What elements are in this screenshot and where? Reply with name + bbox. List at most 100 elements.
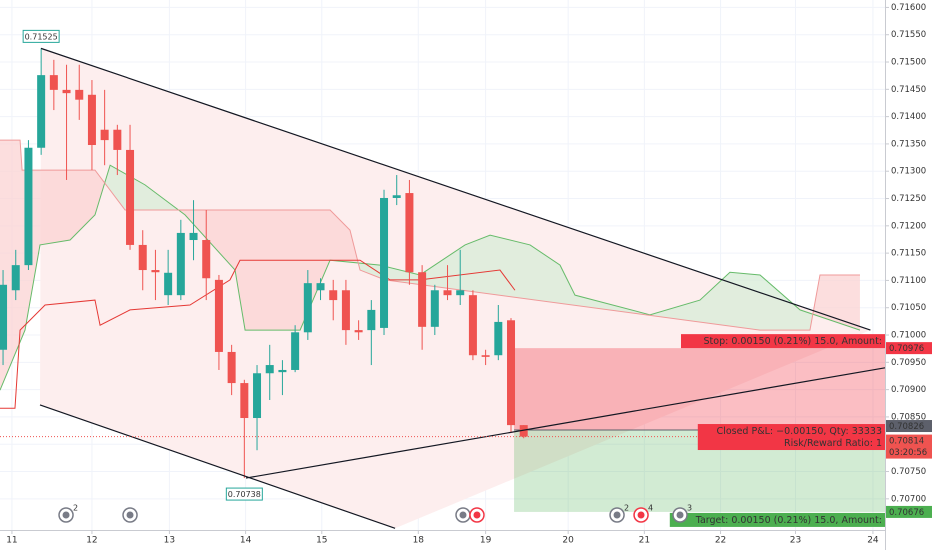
- x-tick-label: 12: [86, 536, 97, 546]
- event-count: 2: [73, 504, 78, 513]
- pnl-label-text: Risk/Reward Ratio: 1: [784, 438, 882, 449]
- x-tick-label: 22: [715, 536, 726, 546]
- candle-body: [100, 129, 109, 141]
- y-tick-label: 0.71500: [891, 58, 926, 68]
- y-tick-label: 0.70700: [891, 494, 926, 504]
- y-tick-label: 0.71400: [891, 112, 926, 122]
- candle-body: [329, 290, 338, 301]
- y-tick-label: 0.71000: [891, 331, 926, 341]
- target-price-tag-text: 0.70676: [889, 508, 924, 518]
- candle-body: [151, 270, 160, 273]
- y-tick-label: 0.71250: [891, 194, 926, 204]
- trend-line: [245, 367, 886, 479]
- event-dot: [637, 511, 645, 519]
- candle-body: [113, 129, 122, 150]
- event-icon: 2: [609, 504, 629, 523]
- candle-body: [507, 320, 516, 426]
- high-label-text: 0.71525: [25, 32, 58, 41]
- x-tick-label: 20: [562, 536, 574, 546]
- event-dot: [473, 511, 481, 519]
- low-label-box: [225, 487, 263, 501]
- event-count: 3: [687, 504, 692, 513]
- event-icon: 2: [58, 504, 78, 523]
- candle-body: [227, 351, 236, 384]
- x-tick-label: 21: [639, 536, 650, 546]
- candle-body: [265, 365, 274, 374]
- pnl-label-box: [697, 424, 885, 451]
- last-price-tag-box: [886, 434, 932, 459]
- candle-body: [75, 89, 84, 100]
- event-dot: [613, 511, 621, 519]
- high-label-box: [22, 29, 60, 43]
- target-price-tag-box: [886, 505, 932, 518]
- stop-label-text: Stop: 0.00150 (0.21%) 15.0, Amount:: [704, 336, 882, 347]
- candles: [0, 48, 528, 479]
- y-tick-label: 0.71200: [891, 221, 926, 231]
- candle-body: [176, 232, 185, 296]
- candle-body: [354, 330, 363, 333]
- high-label: 0.71525: [22, 29, 60, 43]
- event-dot: [676, 511, 684, 519]
- y-tick-label: 0.71350: [891, 139, 926, 149]
- candle-body: [62, 89, 71, 94]
- entry-price-tag-box: [886, 420, 932, 433]
- x-tick-label: 14: [240, 536, 252, 546]
- candle-body: [443, 290, 452, 296]
- y-tick-label: 0.71150: [891, 249, 926, 259]
- pnl-label: Closed P&L: −0.00150, Qty: 33333Risk/Rew…: [697, 424, 885, 451]
- candle-body: [316, 283, 325, 291]
- base-line: [0, 259, 516, 409]
- stop-price-tag-text: 0.70976: [889, 344, 924, 354]
- candle-body: [87, 94, 96, 146]
- x-tick-label: 19: [480, 536, 492, 546]
- candle-body: [519, 425, 528, 437]
- x-tick-label: 11: [6, 536, 17, 546]
- entry-price-tag: 0.70826: [886, 420, 932, 433]
- x-tick-label: 18: [413, 536, 425, 546]
- entry-price-tag-text: 0.70826: [889, 422, 924, 432]
- candle-body: [278, 369, 287, 373]
- event-count: 4: [648, 504, 653, 513]
- candle-body: [291, 332, 300, 370]
- stop-zone: [514, 348, 885, 431]
- trend-line: [40, 47, 871, 331]
- trend-line: [39, 404, 396, 529]
- y-tick-label: 0.70750: [891, 467, 926, 477]
- y-tick-label: 0.70900: [891, 385, 926, 395]
- span-b-line: [0, 139, 860, 331]
- drawings-over: 0.71525 0.70738 Stop: 0.00150 (0.21%) 15.0…: [0, 29, 886, 529]
- y-tick-label: 0.71550: [891, 30, 926, 40]
- event-icon: [455, 507, 471, 523]
- stop-price-tag-box: [886, 342, 932, 355]
- event-icon: [469, 507, 485, 523]
- candle-body: [341, 290, 350, 331]
- candle-body: [240, 383, 249, 419]
- y-tick-label: 0.71450: [891, 85, 926, 95]
- candle-body: [430, 290, 439, 327]
- target-label: Target: 0.00150 (0.21%) 15.0, Amount:: [669, 512, 885, 527]
- candle-body: [418, 272, 427, 327]
- y-tick-label: 0.71100: [891, 276, 926, 286]
- time-axis-bg: [0, 530, 885, 550]
- x-tick-label: 24: [867, 536, 879, 546]
- candle-body: [456, 290, 465, 296]
- candle-body: [468, 295, 477, 356]
- low-label-text: 0.70738: [228, 490, 261, 499]
- last-price-tag-text: 0.70814: [889, 437, 924, 447]
- candle-body: [164, 272, 173, 296]
- candle-body: [138, 244, 147, 271]
- event-icon: 3: [672, 504, 692, 523]
- event-icon: 4: [633, 504, 653, 523]
- candle-body: [189, 232, 198, 241]
- candle-body: [367, 309, 376, 331]
- candle-body: [37, 75, 46, 148]
- stop-label-box: [681, 334, 885, 349]
- stop-price-tag: 0.70976: [886, 342, 932, 355]
- candle-body: [405, 193, 414, 273]
- candle-body: [303, 283, 312, 333]
- candle-body: [214, 279, 223, 352]
